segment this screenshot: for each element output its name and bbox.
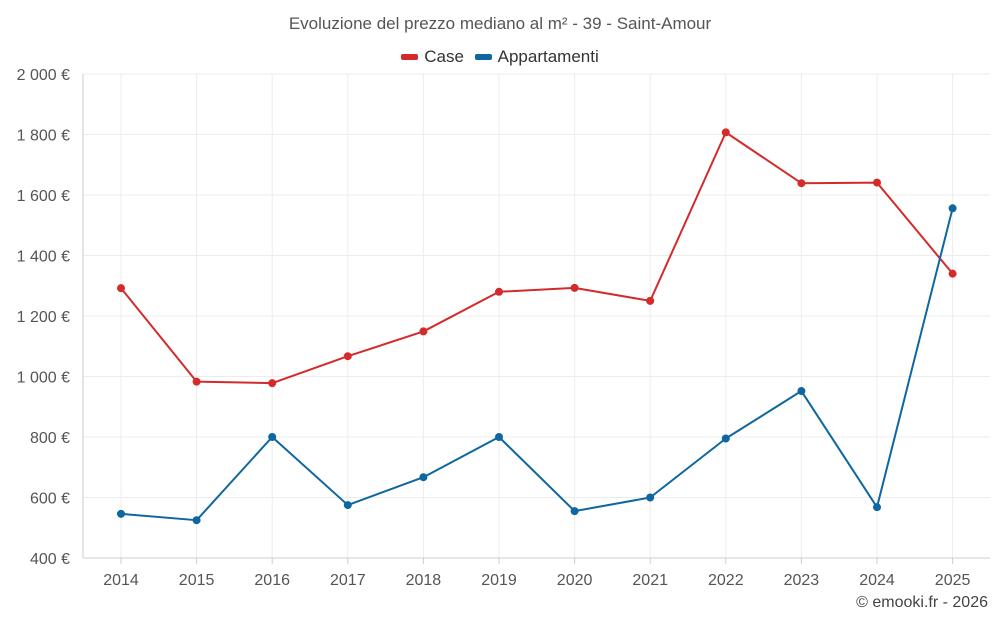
data-point-case [343, 352, 352, 361]
y-tick-label: 800 € [30, 430, 70, 447]
y-tick-label: 1 800 € [17, 128, 70, 145]
data-point-appartamenti [797, 387, 806, 396]
data-point-case [646, 296, 655, 305]
x-tick-label: 2023 [784, 572, 820, 589]
data-point-case [268, 379, 277, 388]
y-tick-label: 600 € [30, 491, 70, 508]
legend-label-appartamenti: Appartamenti [497, 47, 599, 66]
data-point-appartamenti [192, 516, 201, 525]
x-tick-label: 2022 [708, 572, 744, 589]
data-point-appartamenti [495, 433, 503, 441]
x-tick-label: 2020 [557, 572, 593, 589]
y-tick-label: 1 600 € [17, 188, 70, 205]
legend-item-appartamenti[interactable]: Appartamenti [474, 47, 599, 67]
data-point-appartamenti [721, 434, 730, 443]
data-point-appartamenti [873, 503, 881, 512]
x-tick-label: 2016 [254, 572, 290, 589]
data-point-case [570, 283, 579, 292]
data-point-appartamenti [117, 509, 125, 518]
credit-text: © emooki.fr - 2026 [856, 594, 988, 611]
y-tick-label: 400 € [30, 551, 70, 568]
data-point-case [873, 178, 881, 187]
data-point-case [797, 179, 806, 188]
x-tick-label: 2021 [632, 572, 668, 589]
legend: Case Appartamenti [0, 45, 1000, 67]
legend-swatch-appartamenti [474, 54, 492, 60]
data-point-appartamenti [948, 204, 957, 213]
series-line-appartamenti [120, 208, 954, 522]
x-tick-label: 2017 [330, 572, 366, 589]
y-tick-label: 1 200 € [17, 309, 70, 326]
data-point-case [117, 284, 125, 293]
x-tick-label: 2015 [179, 572, 215, 589]
data-point-case [721, 128, 730, 137]
data-point-case [192, 377, 201, 386]
y-tick-label: 2 000 € [17, 67, 70, 84]
data-point-case [948, 269, 957, 278]
x-tick-label: 2024 [859, 572, 895, 589]
chart-title: Evoluzione del prezzo mediano al m² - 39… [288, 14, 712, 33]
y-tick-label: 1 400 € [17, 249, 70, 266]
legend-item-case[interactable]: Case [401, 47, 464, 67]
data-point-appartamenti [268, 433, 277, 441]
series-line-case [120, 131, 954, 385]
x-tick-label: 2018 [406, 572, 442, 589]
data-point-appartamenti [646, 493, 655, 502]
legend-swatch-case [401, 54, 419, 60]
y-tick-label: 1 000 € [17, 370, 70, 387]
data-point-appartamenti [570, 507, 579, 516]
data-point-appartamenti [419, 473, 428, 482]
legend-label-case: Case [424, 47, 464, 66]
data-point-case [495, 287, 503, 296]
x-tick-label: 2014 [103, 572, 139, 589]
x-tick-label: 2025 [935, 572, 971, 589]
x-tick-label: 2019 [481, 572, 517, 589]
data-point-appartamenti [343, 501, 352, 510]
data-point-case [419, 327, 428, 336]
